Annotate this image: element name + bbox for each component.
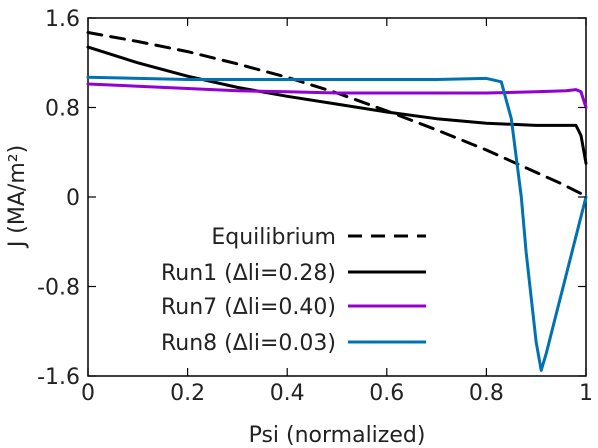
x-tick-label: 0.6	[369, 381, 404, 406]
ticks-layer: 0 0.2 0.4 0.6 0.8 1 -1.6 -0.8 0 0.8 1.6	[37, 7, 593, 406]
x-tick-label: 0	[81, 381, 95, 406]
legend-label-4: Run8 (Δli=0.03)	[161, 331, 336, 356]
y-tick-label: 1.6	[45, 7, 80, 32]
x-axis-label: Psi (normalized)	[249, 423, 426, 448]
plot-border	[87, 17, 587, 377]
y-axis-label: J (MA/m²)	[5, 145, 30, 249]
x-tick-label: 0.4	[270, 381, 305, 406]
y-tick-label: 0.8	[45, 97, 80, 122]
series-line-3	[86, 82, 588, 109]
x-tick-label: 1	[579, 381, 593, 406]
y-tick-label: -0.8	[37, 276, 80, 301]
plot-frame	[87, 17, 587, 377]
legend-label-1: Equilibrium	[211, 225, 336, 250]
x-tick-label: 0.2	[170, 381, 205, 406]
y-tick-label: -1.6	[37, 365, 80, 390]
legend-label-2: Run1 (Δli=0.28)	[161, 261, 336, 286]
series-line-2	[86, 45, 588, 165]
legend: Equilibrium Run1 (Δli=0.28) Run7 (Δli=0.40…	[161, 225, 426, 356]
series-layer	[86, 31, 588, 372]
legend-label-3: Run7 (Δli=0.40)	[161, 295, 336, 320]
x-tick-label: 0.8	[469, 381, 504, 406]
y-tick-label: 0	[66, 186, 80, 211]
series-line-4	[86, 75, 588, 372]
